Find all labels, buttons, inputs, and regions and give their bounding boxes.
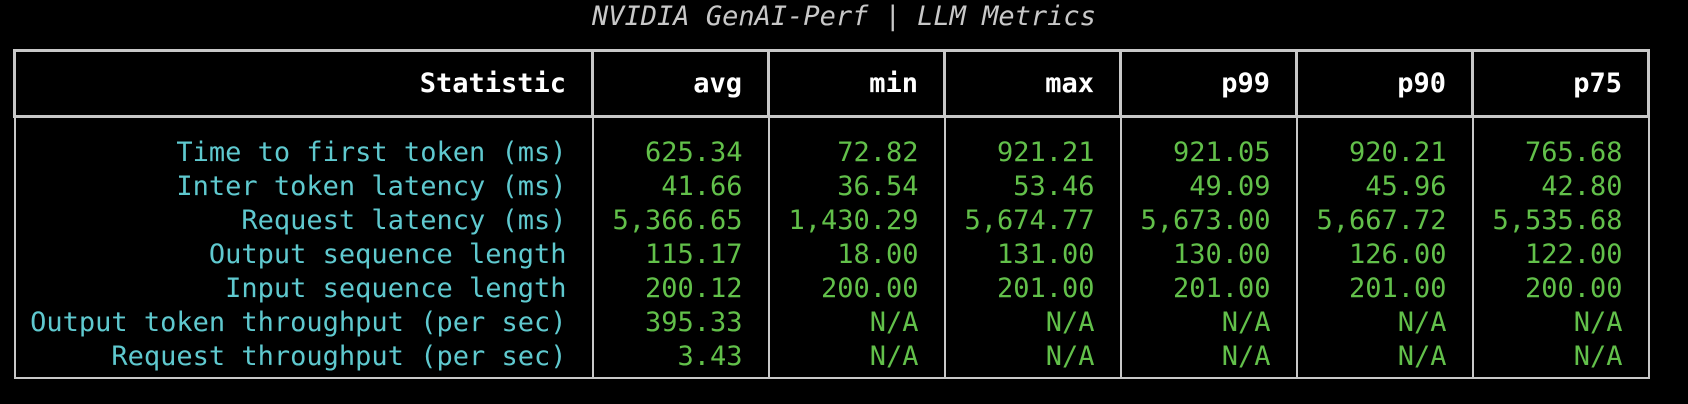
avg-cell: 115.17 <box>591 238 770 272</box>
column-header-min: min <box>767 49 946 118</box>
p75-cell: 122.00 <box>1471 238 1650 272</box>
p99-cell: 5,673.00 <box>1119 204 1298 238</box>
p99-cell: 201.00 <box>1119 272 1298 306</box>
statistic-cell: Input sequence length <box>13 272 594 306</box>
max-cell: 201.00 <box>943 272 1122 306</box>
metrics-table: Statistic avg min max p99 p90 p75 Time t… <box>13 49 1650 379</box>
column-header-max: max <box>943 49 1122 118</box>
min-cell: 200.00 <box>767 272 946 306</box>
p99-cell: 130.00 <box>1119 238 1298 272</box>
avg-cell: 200.12 <box>591 272 770 306</box>
p90-cell: 920.21 <box>1295 136 1474 170</box>
avg-cell: 5,366.65 <box>591 204 770 238</box>
p75-cell: 5,535.68 <box>1471 204 1650 238</box>
table-row: Request throughput (per sec) 3.43 N/A N/… <box>13 340 1650 379</box>
p90-cell: 5,667.72 <box>1295 204 1474 238</box>
statistic-cell: Request latency (ms) <box>13 204 594 238</box>
table-row: Request latency (ms) 5,366.65 1,430.29 5… <box>13 204 1650 238</box>
column-header-statistic: Statistic <box>13 49 594 118</box>
p90-cell: 201.00 <box>1295 272 1474 306</box>
p90-cell: 45.96 <box>1295 170 1474 204</box>
p90-cell: N/A <box>1295 340 1474 379</box>
table-row: Time to first token (ms) 625.34 72.82 92… <box>13 136 1650 170</box>
table-row: Output token throughput (per sec) 395.33… <box>13 306 1650 340</box>
column-header-p99: p99 <box>1119 49 1298 118</box>
min-cell: N/A <box>767 340 946 379</box>
min-cell: 72.82 <box>767 136 946 170</box>
statistic-cell: Output sequence length <box>13 238 594 272</box>
max-cell: 5,674.77 <box>943 204 1122 238</box>
statistic-cell: Output token throughput (per sec) <box>13 306 594 340</box>
min-cell: 18.00 <box>767 238 946 272</box>
max-cell: 53.46 <box>943 170 1122 204</box>
p99-cell: 921.05 <box>1119 136 1298 170</box>
p75-cell: N/A <box>1471 306 1650 340</box>
max-cell: N/A <box>943 306 1122 340</box>
avg-cell: 625.34 <box>591 136 770 170</box>
header-row: Statistic avg min max p99 p90 p75 <box>13 49 1650 118</box>
min-cell: 36.54 <box>767 170 946 204</box>
column-header-p75: p75 <box>1471 49 1650 118</box>
p99-cell: N/A <box>1119 306 1298 340</box>
p90-cell: N/A <box>1295 306 1474 340</box>
table-title: NVIDIA GenAI-Perf | LLM Metrics <box>592 1 1096 32</box>
column-header-avg: avg <box>591 49 770 118</box>
max-cell: N/A <box>943 340 1122 379</box>
p90-cell: 126.00 <box>1295 238 1474 272</box>
max-cell: 131.00 <box>943 238 1122 272</box>
statistic-cell: Inter token latency (ms) <box>13 170 594 204</box>
column-header-p90: p90 <box>1295 49 1474 118</box>
table-row: Output sequence length 115.17 18.00 131.… <box>13 238 1650 272</box>
avg-cell: 3.43 <box>591 340 770 379</box>
max-cell: 921.21 <box>943 136 1122 170</box>
metrics-table-container: Statistic avg min max p99 p90 p75 Time t… <box>13 49 1650 388</box>
p75-cell: 200.00 <box>1471 272 1650 306</box>
p75-cell: 42.80 <box>1471 170 1650 204</box>
table-row: Inter token latency (ms) 41.66 36.54 53.… <box>13 170 1650 204</box>
avg-cell: 41.66 <box>591 170 770 204</box>
spacer-row <box>13 116 1650 136</box>
statistic-cell: Time to first token (ms) <box>13 136 594 170</box>
statistic-cell: Request throughput (per sec) <box>13 340 594 379</box>
min-cell: N/A <box>767 306 946 340</box>
p75-cell: N/A <box>1471 340 1650 379</box>
p75-cell: 765.68 <box>1471 136 1650 170</box>
table-row: Input sequence length 200.12 200.00 201.… <box>13 272 1650 306</box>
avg-cell: 395.33 <box>591 306 770 340</box>
p99-cell: 49.09 <box>1119 170 1298 204</box>
p99-cell: N/A <box>1119 340 1298 379</box>
min-cell: 1,430.29 <box>767 204 946 238</box>
